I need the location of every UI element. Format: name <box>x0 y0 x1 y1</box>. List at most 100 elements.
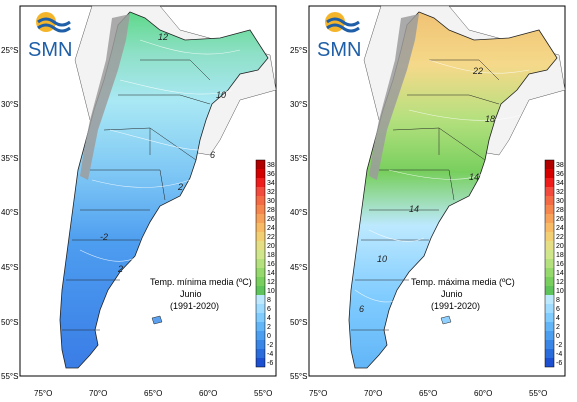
legend-label: 16 <box>267 261 275 268</box>
iso-label: -2 <box>100 232 108 242</box>
iso-label: 6 <box>359 304 364 314</box>
legend-swatch <box>545 223 554 232</box>
legend-label: 6 <box>267 306 271 313</box>
legend-label: 26 <box>556 216 564 223</box>
legend-swatch <box>256 223 265 232</box>
legend-swatch <box>256 331 265 340</box>
caption-period: (1991-2020) <box>170 301 219 311</box>
legend-label: 24 <box>267 225 275 232</box>
iso-label: 6 <box>210 150 215 160</box>
legend-swatch <box>256 196 265 205</box>
legend-label: 2 <box>267 324 271 331</box>
legend-swatch <box>545 322 554 331</box>
legend-label: 20 <box>267 243 275 250</box>
legend-swatch <box>256 259 265 268</box>
legend-swatch <box>545 358 554 367</box>
map-caption: Temp. mínima media (ºC) Junio (1991-2020… <box>150 277 252 311</box>
caption-title: Temp. mínima media (ºC) <box>150 277 252 287</box>
caption-month: Junio <box>441 289 463 299</box>
legend-swatch <box>256 340 265 349</box>
legend-swatch <box>545 241 554 250</box>
legend-swatch <box>256 232 265 241</box>
legend-label: 14 <box>556 270 564 277</box>
isotherm-lines <box>354 59 530 303</box>
legend-swatch <box>545 160 554 169</box>
max-temp-map: 22 18 14 14 10 6 SMN 25°S 30°S 35°S 40°S… <box>290 5 566 398</box>
legend-swatch <box>256 349 265 358</box>
legend-swatch <box>545 196 554 205</box>
lon-label: 65°O <box>419 389 437 398</box>
lat-label: 50°S <box>1 318 18 327</box>
legend-label: 30 <box>267 198 275 205</box>
legend-label: 10 <box>267 288 275 295</box>
legend-label: 18 <box>556 252 564 259</box>
legend-label: 0 <box>267 333 271 340</box>
legend-label: 28 <box>267 207 275 214</box>
latitude-labels: 25°S 30°S 35°S 40°S 45°S 50°S 55°S <box>1 46 18 381</box>
lat-label: 25°S <box>290 46 307 55</box>
legend-label: -4 <box>267 351 273 358</box>
legend-swatch <box>545 268 554 277</box>
max-temp-map-panel: 22 18 14 14 10 6 SMN 25°S 30°S 35°S 40°S… <box>289 0 577 402</box>
lon-label: 75°O <box>309 389 327 398</box>
min-temp-map: 12 10 6 2 -2 2 SMN 25°S 30°S 35°S 40°S 4… <box>1 5 277 398</box>
lat-label: 40°S <box>1 208 18 217</box>
lon-label: 55°O <box>529 389 547 398</box>
legend-label: 10 <box>556 288 564 295</box>
lat-label: 40°S <box>290 208 307 217</box>
legend-swatch <box>545 232 554 241</box>
legend-label: 0 <box>556 333 560 340</box>
min-temp-map-panel: 12 10 6 2 -2 2 SMN 25°S 30°S 35°S 40°S 4… <box>0 0 288 402</box>
malvinas-islands <box>440 315 452 325</box>
legend-swatch <box>545 340 554 349</box>
smn-logo: SMN <box>28 12 72 61</box>
legend-label: 34 <box>267 180 275 187</box>
iso-label: 12 <box>158 32 168 42</box>
legend-swatch <box>256 160 265 169</box>
longitude-labels: 75°O 70°O 65°O 60°O 55°O <box>34 389 272 398</box>
legend-swatch <box>256 277 265 286</box>
smn-logo: SMN <box>317 12 361 61</box>
lon-label: 70°O <box>89 389 107 398</box>
legend-swatch <box>256 205 265 214</box>
legend-swatch <box>256 187 265 196</box>
legend-swatch <box>545 349 554 358</box>
malvinas-islands <box>151 315 163 325</box>
lat-label: 50°S <box>290 318 307 327</box>
legend-label: 2 <box>556 324 560 331</box>
legend-swatch <box>256 268 265 277</box>
legend-swatch <box>256 241 265 250</box>
legend-swatch <box>545 277 554 286</box>
legend-swatch <box>545 313 554 322</box>
lat-label: 55°S <box>290 372 307 381</box>
lon-label: 55°O <box>254 389 272 398</box>
color-legend: 38363432302826242220181614121086420-2-4-… <box>544 159 564 368</box>
argentina-shape <box>59 11 269 369</box>
legend-swatch <box>256 250 265 259</box>
legend-label: 8 <box>556 297 560 304</box>
isotherm-lines <box>79 39 241 262</box>
legend-label: -4 <box>556 351 562 358</box>
legend-swatch <box>545 205 554 214</box>
legend-label: 22 <box>267 234 275 241</box>
legend-swatch <box>545 304 554 313</box>
smn-logo-text: SMN <box>28 39 72 61</box>
legend-label: -6 <box>556 360 562 367</box>
iso-label: 22 <box>472 66 483 76</box>
argentina-shape <box>348 11 558 369</box>
iso-label: 14 <box>469 172 479 182</box>
legend-label: 4 <box>267 315 271 322</box>
legend-swatch <box>545 259 554 268</box>
legend-label: 12 <box>556 279 564 286</box>
iso-label: 10 <box>216 90 226 100</box>
legend-label: 32 <box>267 189 275 196</box>
legend-swatch <box>256 214 265 223</box>
legend-swatch <box>256 358 265 367</box>
caption-period: (1991-2020) <box>431 301 480 311</box>
legend-label: -2 <box>556 342 562 349</box>
legend-swatch <box>545 286 554 295</box>
legend-label: -2 <box>267 342 273 349</box>
lon-label: 75°O <box>34 389 52 398</box>
legend-swatch <box>256 295 265 304</box>
color-legend: 38363432302826242220181614121086420-2-4-… <box>255 159 275 368</box>
